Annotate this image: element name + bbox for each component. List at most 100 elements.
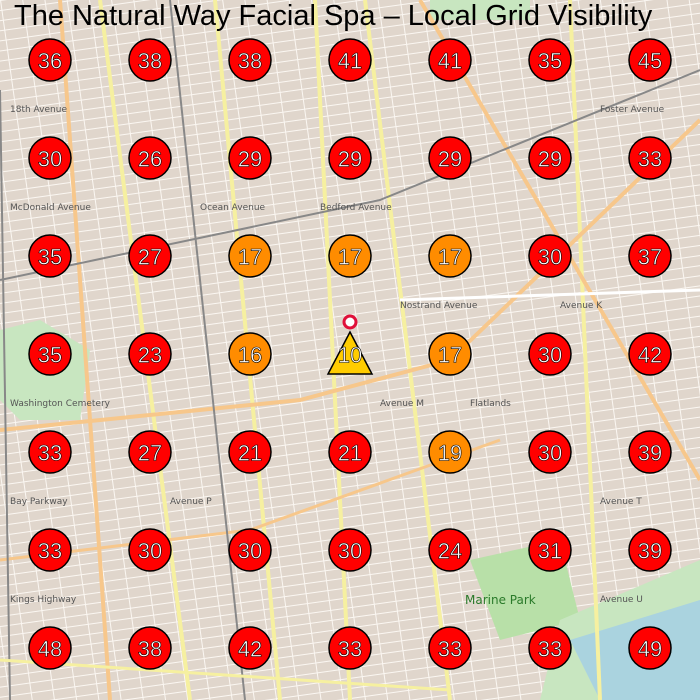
- map-label: Nostrand Avenue: [400, 301, 478, 311]
- grid-rank-marker[interactable]: 42: [228, 626, 272, 670]
- marker-shape: [428, 136, 472, 180]
- grid-rank-marker[interactable]: 30: [228, 528, 272, 572]
- grid-rank-marker[interactable]: 17: [428, 332, 472, 376]
- grid-rank-marker[interactable]: 38: [228, 38, 272, 82]
- rank-value: 10: [338, 343, 362, 368]
- grid-rank-marker[interactable]: 30: [128, 528, 172, 572]
- map-label: Flatlands: [470, 399, 511, 409]
- rank-value: 30: [238, 539, 262, 564]
- grid-rank-marker[interactable]: 23: [128, 332, 172, 376]
- grid-rank-marker[interactable]: 33: [28, 528, 72, 572]
- grid-rank-marker[interactable]: 48: [28, 626, 72, 670]
- grid-rank-marker[interactable]: 29: [428, 136, 472, 180]
- map-label: Foster Avenue: [600, 105, 665, 115]
- map-label: Marine Park: [465, 593, 536, 607]
- grid-rank-marker[interactable]: 33: [528, 626, 572, 670]
- grid-rank-marker[interactable]: 29: [328, 136, 372, 180]
- marker-shape: [28, 626, 72, 670]
- grid-rank-marker[interactable]: 41: [328, 38, 372, 82]
- grid-rank-marker[interactable]: 38: [128, 38, 172, 82]
- grid-rank-marker[interactable]: 35: [28, 332, 72, 376]
- rank-value: 45: [638, 49, 662, 74]
- grid-rank-marker[interactable]: 30: [528, 234, 572, 278]
- grid-rank-marker[interactable]: 39: [628, 430, 672, 474]
- grid-rank-marker[interactable]: 35: [28, 234, 72, 278]
- grid-rank-marker[interactable]: 30: [28, 136, 72, 180]
- rank-value: 37: [638, 245, 662, 270]
- grid-rank-marker[interactable]: 17: [228, 234, 272, 278]
- grid-rank-marker[interactable]: 19: [428, 430, 472, 474]
- grid-rank-marker[interactable]: 37: [628, 234, 672, 278]
- grid-rank-marker[interactable]: 41: [428, 38, 472, 82]
- map-label: 18th Avenue: [10, 105, 67, 115]
- rank-value: 27: [138, 441, 162, 466]
- grid-rank-marker[interactable]: 38: [128, 626, 172, 670]
- rank-value: 33: [638, 147, 662, 172]
- grid-rank-marker[interactable]: 30: [528, 332, 572, 376]
- grid-rank-marker[interactable]: 27: [128, 430, 172, 474]
- map-label: Avenue M: [380, 399, 424, 409]
- marker-shape: [228, 38, 272, 82]
- rank-value: 42: [238, 637, 262, 662]
- grid-rank-marker[interactable]: 33: [28, 430, 72, 474]
- marker-shape: [628, 332, 672, 376]
- marker-shape: [628, 528, 672, 572]
- rank-value: 29: [538, 147, 562, 172]
- rank-value: 42: [638, 343, 662, 368]
- grid-rank-marker[interactable]: 35: [528, 38, 572, 82]
- rank-value: 35: [38, 245, 62, 270]
- map-label: Avenue K: [560, 301, 603, 311]
- grid-rank-marker[interactable]: 26: [128, 136, 172, 180]
- grid-rank-marker[interactable]: 24: [428, 528, 472, 572]
- marker-shape: [528, 136, 572, 180]
- rank-value: 49: [638, 637, 662, 662]
- marker-shape: [528, 234, 572, 278]
- marker-shape: [228, 136, 272, 180]
- map-label: Ocean Avenue: [200, 203, 266, 213]
- grid-rank-marker[interactable]: 17: [428, 234, 472, 278]
- grid-rank-marker[interactable]: 30: [528, 430, 572, 474]
- marker-shape: [528, 528, 572, 572]
- grid-rank-marker[interactable]: 31: [528, 528, 572, 572]
- map-label: Washington Cemetery: [10, 399, 111, 409]
- map-pin-icon[interactable]: [342, 314, 358, 330]
- rank-value: 41: [438, 49, 462, 74]
- page-title: The Natural Way Facial Spa – Local Grid …: [14, 0, 653, 32]
- marker-shape: [328, 626, 372, 670]
- grid-rank-marker[interactable]: 42: [628, 332, 672, 376]
- map-label: Kings Highway: [10, 595, 77, 605]
- grid-rank-marker[interactable]: 21: [328, 430, 372, 474]
- grid-rank-marker[interactable]: 21: [228, 430, 272, 474]
- marker-shape: [228, 626, 272, 670]
- grid-rank-marker[interactable]: 33: [428, 626, 472, 670]
- rank-value: 33: [38, 441, 62, 466]
- grid-rank-marker[interactable]: 30: [328, 528, 372, 572]
- grid-rank-marker[interactable]: 36: [28, 38, 72, 82]
- grid-rank-marker[interactable]: 33: [628, 136, 672, 180]
- marker-shape: [328, 136, 372, 180]
- map-label: Avenue P: [170, 497, 212, 507]
- rank-value: 17: [238, 245, 262, 270]
- rank-value: 33: [538, 637, 562, 662]
- rank-value: 17: [438, 343, 462, 368]
- rank-value: 33: [338, 637, 362, 662]
- marker-shape: [428, 626, 472, 670]
- map-label: Bay Parkway: [10, 497, 68, 507]
- grid-rank-marker[interactable]: 39: [628, 528, 672, 572]
- grid-rank-marker[interactable]: 45: [628, 38, 672, 82]
- rank-value: 24: [438, 539, 462, 564]
- marker-shape: [128, 626, 172, 670]
- grid-rank-marker[interactable]: 16: [228, 332, 272, 376]
- grid-rank-marker[interactable]: 27: [128, 234, 172, 278]
- grid-rank-marker[interactable]: 10: [326, 330, 374, 375]
- rank-value: 30: [538, 441, 562, 466]
- grid-rank-marker[interactable]: 49: [628, 626, 672, 670]
- grid-rank-marker[interactable]: 33: [328, 626, 372, 670]
- grid-rank-marker[interactable]: 17: [328, 234, 372, 278]
- rank-value: 35: [38, 343, 62, 368]
- grid-rank-marker[interactable]: 29: [528, 136, 572, 180]
- grid-rank-marker[interactable]: 29: [228, 136, 272, 180]
- marker-shape: [528, 332, 572, 376]
